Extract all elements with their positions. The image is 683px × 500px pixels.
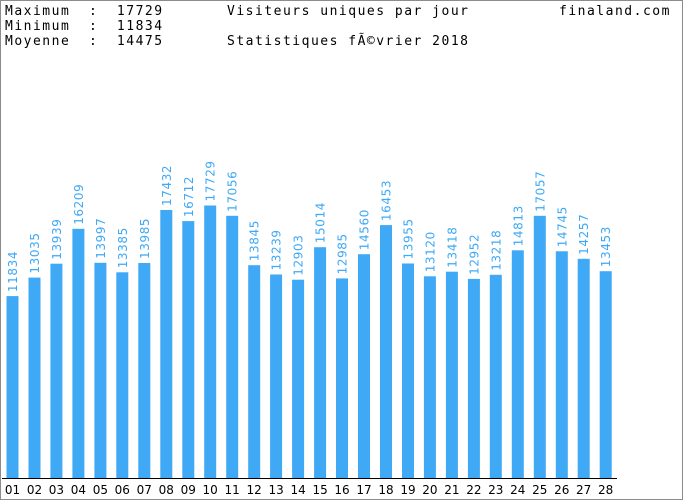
x-tick-16: 16 (334, 483, 349, 497)
bar-05 (94, 262, 107, 478)
value-label-28: 13453 (599, 226, 613, 267)
value-label-23: 13218 (489, 230, 503, 271)
value-label-16: 12985 (336, 233, 350, 274)
bar-19 (402, 263, 414, 478)
bar-04 (72, 228, 85, 478)
x-tick-15: 15 (312, 483, 327, 497)
site-name: finaland.com (559, 4, 671, 19)
x-tick-14: 14 (290, 483, 305, 497)
x-tick-02: 02 (27, 483, 42, 497)
value-label-07: 13985 (138, 218, 152, 259)
x-tick-23: 23 (488, 483, 503, 497)
x-tick-18: 18 (378, 483, 393, 497)
bar-28 (599, 271, 612, 478)
bar-17 (358, 254, 370, 478)
maximum-stat: Maximum : 17729 (5, 4, 164, 19)
bar-11 (226, 215, 239, 479)
value-label-24: 14813 (511, 205, 525, 246)
bar-06 (116, 272, 129, 478)
bar-10 (204, 205, 217, 478)
x-tick-25: 25 (532, 483, 547, 497)
x-tick-17: 17 (356, 483, 371, 497)
value-label-04: 16209 (72, 184, 86, 225)
bar-12 (248, 265, 261, 478)
bar-22 (467, 278, 480, 478)
value-label-13: 13239 (270, 229, 284, 270)
bar-26 (555, 251, 568, 478)
value-label-21: 13418 (445, 227, 459, 268)
value-label-19: 13955 (402, 218, 416, 259)
value-label-18: 16453 (380, 180, 394, 221)
bar-27 (577, 258, 590, 478)
x-tick-12: 12 (247, 483, 262, 497)
value-label-20: 13120 (423, 231, 437, 272)
value-label-11: 17056 (226, 171, 240, 212)
x-tick-08: 08 (159, 483, 174, 497)
bar-20 (423, 276, 436, 478)
value-label-15: 15014 (314, 202, 328, 243)
value-label-08: 17432 (160, 165, 174, 206)
x-tick-26: 26 (554, 483, 569, 497)
x-tick-27: 27 (576, 483, 591, 497)
x-tick-03: 03 (49, 483, 64, 497)
bar-21 (445, 271, 458, 478)
x-tick-06: 06 (115, 483, 130, 497)
bar-09 (182, 221, 195, 478)
chart-subtitle: Statistiques fÃ©vrier 2018 (227, 34, 470, 49)
value-label-03: 13939 (50, 219, 64, 260)
value-label-09: 16712 (182, 176, 196, 217)
x-tick-13: 13 (268, 483, 283, 497)
bar-15 (314, 247, 327, 478)
bar-03 (50, 263, 63, 478)
bar-01 (6, 296, 19, 478)
value-label-02: 13035 (28, 232, 42, 273)
bar-08 (160, 210, 173, 478)
x-tick-19: 19 (400, 483, 415, 497)
value-label-12: 13845 (248, 220, 262, 261)
x-tick-09: 09 (181, 483, 196, 497)
bar-14 (292, 279, 305, 478)
bar-16 (336, 278, 348, 478)
x-tick-05: 05 (93, 483, 108, 497)
value-label-06: 13385 (116, 227, 130, 268)
bar-07 (138, 263, 151, 478)
chart-title: Visiteurs uniques par jour (227, 4, 470, 19)
value-label-25: 17057 (533, 171, 547, 212)
x-tick-10: 10 (203, 483, 218, 497)
value-label-17: 14560 (358, 209, 372, 250)
value-label-10: 17729 (204, 160, 218, 201)
value-label-22: 12952 (467, 234, 481, 275)
value-label-26: 14745 (555, 206, 569, 247)
x-tick-28: 28 (598, 483, 613, 497)
bar-25 (533, 215, 546, 479)
x-tick-22: 22 (466, 483, 481, 497)
x-tick-24: 24 (510, 483, 525, 497)
bar-02 (28, 277, 41, 478)
bar-23 (489, 274, 502, 478)
x-tick-21: 21 (444, 483, 459, 497)
minimum-stat: Minimum : 11834 (5, 19, 164, 34)
bar-24 (511, 250, 524, 478)
bar-13 (270, 274, 283, 478)
x-tick-07: 07 (137, 483, 152, 497)
x-tick-20: 20 (422, 483, 437, 497)
x-tick-11: 11 (225, 483, 240, 497)
x-tick-04: 04 (71, 483, 86, 497)
value-label-01: 11834 (6, 251, 20, 292)
value-label-14: 12903 (292, 235, 306, 276)
value-label-05: 13997 (94, 218, 108, 259)
x-tick-01: 01 (5, 483, 20, 497)
value-label-27: 14257 (577, 214, 591, 255)
average-stat: Moyenne : 14475 (5, 34, 164, 49)
bar-18 (380, 225, 392, 478)
